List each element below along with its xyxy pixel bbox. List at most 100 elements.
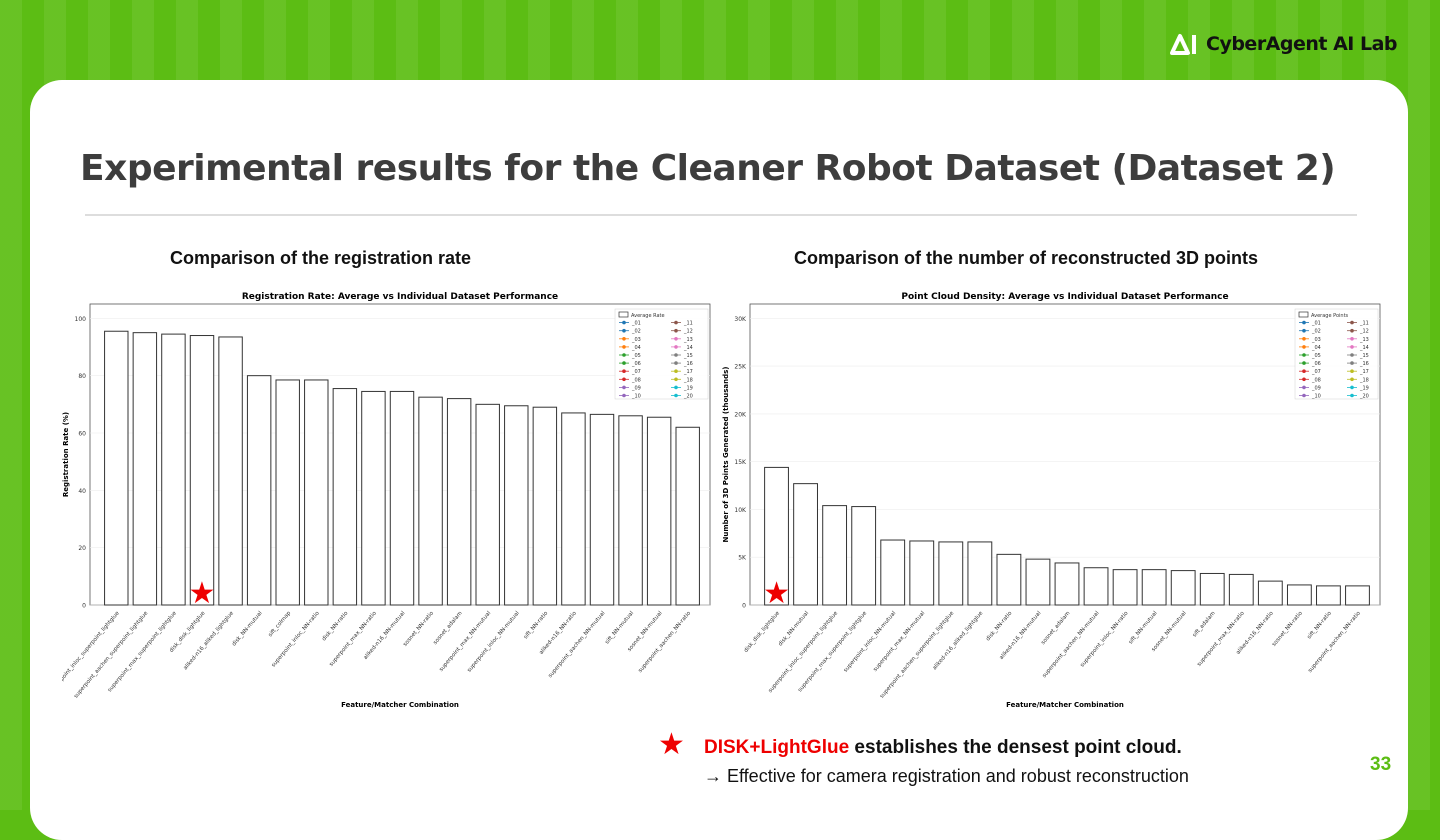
x-tick-label: sosnet_NN-ratio [402, 610, 435, 648]
average-bar [218, 336, 243, 606]
average-bar [332, 388, 358, 606]
legend-label: _18 [683, 377, 693, 383]
average-bar [1083, 567, 1109, 606]
legend-label: _01 [631, 321, 641, 327]
legend-marker-icon [674, 393, 678, 398]
highlight-star-icon: ★ [189, 577, 216, 610]
legend-marker-icon [622, 393, 626, 398]
average-bar [246, 375, 272, 606]
registration-rate-chart: Registration Rate: Average vs Individual… [62, 285, 717, 715]
legend-marker-icon [674, 345, 678, 349]
page-number: 33 [1370, 754, 1392, 775]
legend-label: _10 [1311, 394, 1321, 400]
legend-label: _17 [1359, 369, 1369, 375]
average-bar [475, 403, 500, 606]
legend-marker-icon [1302, 337, 1306, 341]
x-tick-label: sift_NN-mutual [1128, 610, 1159, 645]
legend-marker-icon [1350, 361, 1354, 365]
y-tick-label: 0 [82, 603, 86, 610]
x-tick-label: superpoint_max_NN-mutual [872, 610, 926, 673]
legend-marker-icon [674, 353, 678, 357]
legend-marker-icon [1302, 345, 1306, 349]
x-axis-label: Feature/Matcher Combination [1006, 701, 1124, 709]
legend-label: _06 [1311, 361, 1321, 367]
x-tick-label: aliked-n16_aliked_lightglue [183, 610, 236, 671]
logo-text: CyberAgent AI Lab [1206, 33, 1398, 55]
legend-label: _12 [683, 329, 693, 335]
x-tick-label: disk_NN-ratio [985, 610, 1014, 642]
legend-label: Average Points [1311, 313, 1349, 319]
y-tick-label: 10K [734, 507, 747, 514]
legend-label: _02 [1311, 329, 1321, 335]
star-icon: ★ [658, 728, 685, 761]
x-tick-label: superpoint_inloc_NN-mutual [466, 610, 521, 674]
legend-marker-icon [674, 320, 678, 325]
legend-box [614, 308, 709, 400]
legend-label: _04 [631, 345, 641, 351]
legend-label: _20 [1359, 394, 1369, 400]
legend: Average Rate _01 _02 _03 _04 _05 _06 _07 _08 _09 _… [614, 308, 709, 400]
legend-marker-icon [674, 328, 678, 333]
note-rest: establishes the densest point cloud. [849, 737, 1182, 758]
legend-label: _18 [1359, 377, 1369, 383]
legend-label: _16 [683, 361, 693, 367]
legend-marker-icon [622, 328, 626, 333]
average-bar [1170, 570, 1196, 606]
legend-swatch-average [618, 311, 629, 318]
legend-marker-icon [622, 320, 626, 325]
x-tick-label: sift_NN-ratio [1306, 610, 1333, 640]
legend-label: _14 [683, 345, 693, 351]
slide-title: Experimental results for the Cleaner Rob… [80, 148, 1336, 189]
legend-marker-icon [1302, 353, 1306, 357]
point-density-chart: Point Cloud Density: Average vs Individu… [720, 285, 1385, 715]
average-bar [104, 330, 129, 606]
legend-label: _20 [683, 394, 693, 400]
legend-marker-icon [1302, 377, 1306, 382]
legend-marker-icon [622, 377, 626, 382]
chart-title: Registration Rate: Average vs Individual… [242, 292, 558, 302]
average-bar [675, 426, 700, 606]
legend-marker-icon [674, 369, 678, 373]
average-bar [446, 398, 472, 606]
x-tick-label: superpoint_aachen_NN-ratio [637, 610, 692, 674]
note-highlight: DISK+LightGlue [704, 737, 850, 758]
legend-marker-icon [622, 361, 626, 365]
logo-icon [1170, 34, 1196, 55]
legend-marker-icon [1350, 353, 1354, 357]
x-tick-label: aliked-n16_aliked_lightglue [932, 610, 985, 671]
legend-marker-icon [622, 345, 626, 349]
average-bar [1112, 569, 1138, 606]
average-bar [275, 379, 300, 606]
x-tick-label: sift_adalam [1192, 610, 1217, 638]
legend-marker-icon [1350, 377, 1354, 382]
x-tick-label: superpoint_max_NN-ratio [1196, 610, 1246, 668]
left-subtitle: Comparison of the registration rate [170, 248, 472, 268]
legend-label: _06 [631, 361, 641, 367]
legend-marker-icon [1302, 328, 1306, 333]
average-bar [1228, 573, 1254, 606]
x-tick-label: superpoint_inloc_NN-mutual [843, 610, 898, 674]
average-bar [418, 396, 443, 606]
average-bar [1054, 562, 1080, 606]
average-bar [909, 540, 935, 606]
x-tick-label: superpoint_max_NN-mutual [438, 610, 492, 673]
average-bar [161, 333, 186, 606]
average-bar [851, 506, 877, 606]
legend-label: _01 [1311, 321, 1321, 327]
average-bar [1025, 558, 1051, 606]
average-bar [389, 390, 415, 606]
legend-label: _14 [1359, 345, 1369, 351]
legend-swatch-average [1298, 311, 1309, 318]
x-tick-label: sosnet_adalam [1040, 610, 1071, 646]
y-axis-label: Registration Rate (%) [62, 412, 70, 497]
average-bar [532, 406, 558, 606]
legend-label: _10 [631, 394, 641, 400]
average-bar [764, 466, 789, 606]
chart-title: Point Cloud Density: Average vs Individu… [901, 292, 1228, 302]
y-axis-label: Number of 3D Points Generated (thousands… [722, 367, 730, 543]
x-tick-label: superpoint_inloc_NN-ratio [1079, 610, 1130, 669]
y-tick-label: 20 [78, 545, 86, 552]
average-bar [1257, 580, 1283, 606]
average-bar [561, 412, 586, 606]
legend-label: _11 [1359, 321, 1369, 327]
